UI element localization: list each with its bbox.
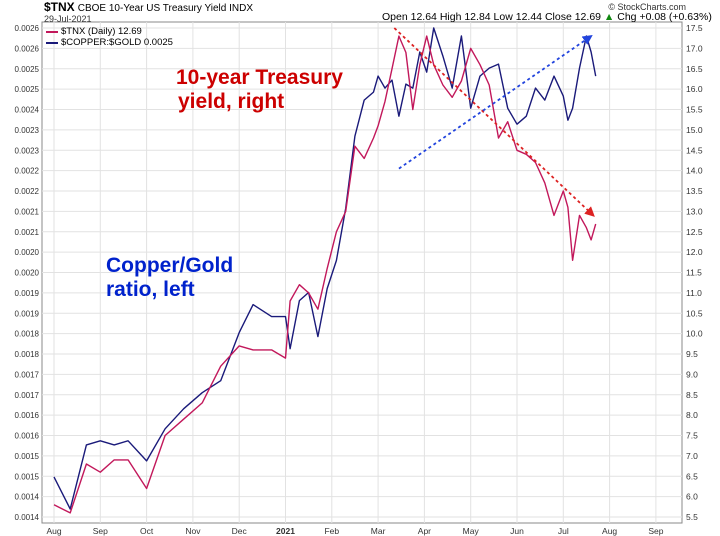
right-tick-label: 12.5: [686, 227, 703, 237]
left-tick-label: 0.0015: [15, 472, 40, 481]
quote-line: Open 12.64 High 12.84 Low 12.44 Close 12…: [382, 11, 712, 23]
left-tick-label: 0.0022: [15, 187, 40, 196]
right-tick-label: 5.5: [686, 512, 698, 522]
x-tick-label: 2021: [276, 526, 295, 536]
x-tick-label: Aug: [46, 526, 61, 536]
high-value: 12.84: [464, 11, 491, 23]
right-tick-label: 16.0: [686, 84, 703, 94]
right-tick-label: 14.0: [686, 166, 703, 176]
right-tick-label: 10.5: [686, 308, 703, 318]
right-tick-label: 13.5: [686, 186, 703, 196]
left-tick-label: 0.0017: [15, 370, 40, 379]
left-tick-label: 0.0021: [15, 207, 40, 216]
right-tick-label: 17.5: [686, 23, 703, 33]
left-tick-label: 0.0016: [15, 432, 40, 441]
x-tick-label: Jun: [510, 526, 524, 536]
right-tick-label: 7.0: [686, 451, 698, 461]
right-tick-label: 11.5: [686, 268, 702, 278]
series-line-tnx: [53, 35, 597, 514]
x-tick-label: Mar: [371, 526, 386, 536]
legend-item-coppergold: $COPPER:$GOLD 0.0025: [46, 37, 173, 48]
legend-item-tnx: $TNX (Daily) 12.69: [46, 26, 142, 37]
annotation-coppergold: Copper/Gold ratio, left: [106, 254, 233, 302]
right-tick-label: 8.0: [686, 410, 698, 420]
right-tick-label: 9.5: [686, 349, 698, 359]
chg-label: Chg: [617, 11, 637, 23]
annotation-coppergold-line2: ratio, left: [106, 278, 195, 301]
left-tick-label: 0.0024: [15, 106, 40, 115]
open-label: Open: [382, 11, 408, 23]
x-tick-label: Aug: [602, 526, 617, 536]
right-tick-label: 15.0: [686, 125, 703, 135]
right-tick-label: 12.0: [686, 247, 703, 257]
left-tick-label: 0.0025: [15, 85, 40, 94]
chart-header: $TNX CBOE 10-Year US Treasury Yield INDX: [44, 0, 253, 14]
left-tick-label: 0.0014: [15, 493, 40, 502]
x-tick-label: Oct: [140, 526, 154, 536]
right-tick-label: 13.0: [686, 206, 703, 216]
x-tick-label: May: [463, 526, 480, 536]
left-tick-label: 0.0020: [15, 248, 40, 257]
left-tick-label: 0.0026: [15, 44, 40, 53]
x-tick-label: Nov: [185, 526, 201, 536]
left-tick-label: 0.0022: [15, 167, 40, 176]
low-value: 12.44: [515, 11, 543, 23]
right-tick-label: 11.0: [686, 288, 702, 298]
x-tick-label: Dec: [232, 526, 248, 536]
left-tick-label: 0.0025: [15, 65, 40, 74]
x-tick-label: Apr: [418, 526, 431, 536]
x-tick-label: Sep: [648, 526, 663, 536]
annotation-treasury: 10-year Treasury yield, right: [176, 66, 343, 114]
close-label: Close: [544, 11, 572, 23]
right-tick-label: 17.0: [686, 43, 703, 53]
chg-arrow-icon: ▲: [603, 11, 615, 23]
left-tick-label: 0.0019: [15, 309, 40, 318]
legend-label-coppergold: $COPPER:$GOLD 0.0025: [61, 37, 173, 48]
right-tick-label: 6.5: [686, 471, 698, 481]
x-tick-label: Jul: [558, 526, 569, 536]
right-tick-label: 7.5: [686, 431, 698, 441]
brand-label: © StockCharts.com: [608, 2, 686, 12]
annotation-coppergold-line1: Copper/Gold: [106, 254, 234, 277]
chart-date: 29-Jul-2021: [44, 14, 92, 24]
legend-swatch-coppergold: [46, 41, 58, 44]
legend-swatch-tnx: [46, 30, 58, 33]
left-tick-label: 0.0026: [15, 24, 40, 33]
ticker-symbol: $TNX: [44, 0, 75, 14]
high-label: High: [439, 11, 462, 23]
open-value: 12.64: [410, 11, 437, 23]
left-tick-label: 0.0023: [15, 146, 40, 155]
right-tick-label: 15.5: [686, 105, 703, 115]
x-tick-label: Sep: [93, 526, 108, 536]
x-tick-label: Feb: [324, 526, 339, 536]
legend-label-tnx: $TNX (Daily) 12.69: [61, 26, 142, 37]
left-tick-label: 0.0019: [15, 289, 40, 298]
left-tick-label: 0.0016: [15, 411, 40, 420]
right-tick-label: 6.0: [686, 492, 698, 502]
annotation-treasury-line1: 10-year Treasury: [176, 66, 343, 89]
left-tick-label: 0.0021: [15, 228, 40, 237]
ticker-description: CBOE 10-Year US Treasury Yield INDX: [77, 3, 254, 14]
left-tick-label: 0.0014: [15, 513, 40, 522]
left-tick-label: 0.0018: [15, 350, 40, 359]
right-tick-label: 9.0: [686, 369, 698, 379]
annotation-treasury-line2: yield, right: [178, 90, 285, 113]
left-tick-label: 0.0018: [15, 330, 40, 339]
close-value: 12.69: [574, 11, 601, 23]
right-tick-label: 10.0: [686, 329, 703, 339]
chg-value: +0.08 (+0.63%): [639, 11, 712, 23]
trendline-blue-up: [398, 35, 593, 170]
right-tick-label: 8.5: [686, 390, 698, 400]
left-tick-label: 0.0023: [15, 126, 40, 135]
left-tick-label: 0.0020: [15, 269, 40, 278]
low-label: Low: [493, 11, 513, 23]
right-tick-label: 16.5: [686, 64, 703, 74]
left-tick-label: 0.0017: [15, 391, 40, 400]
right-tick-label: 14.5: [686, 145, 703, 155]
left-tick-label: 0.0015: [15, 452, 40, 461]
